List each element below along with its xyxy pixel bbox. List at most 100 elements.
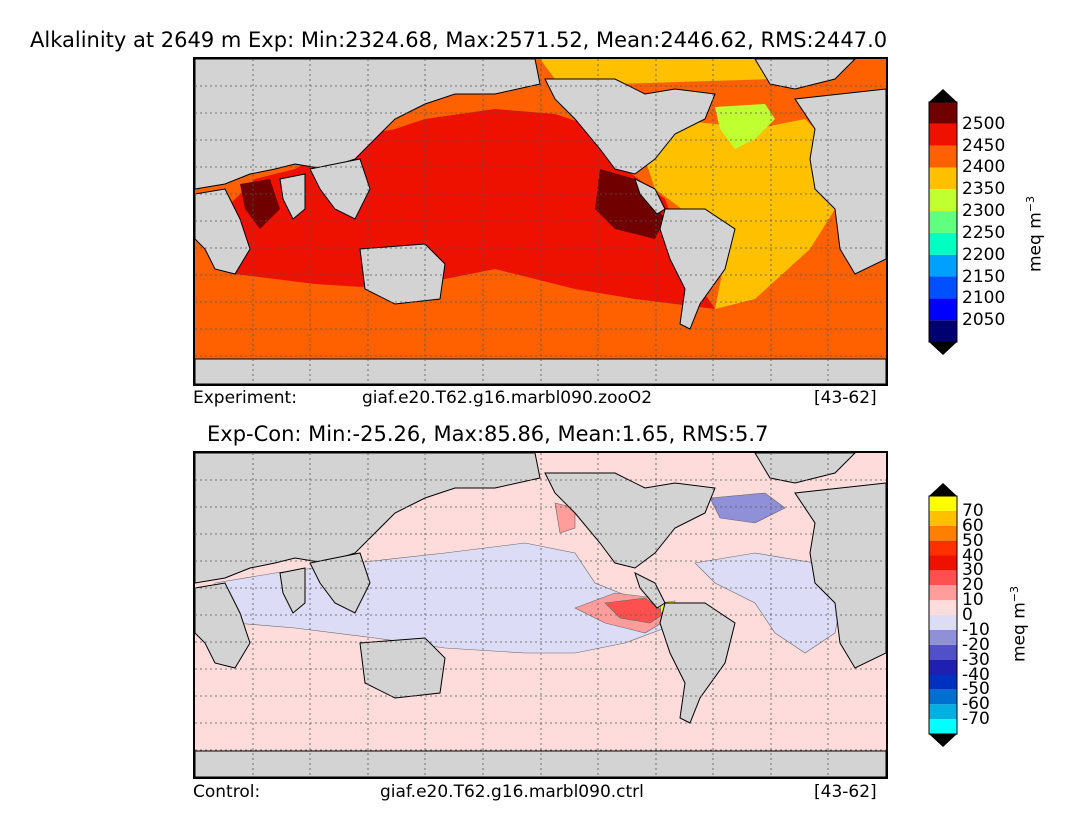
se-asia-landmass (309, 552, 371, 614)
bottom-colorbar-tick-label: -30 (962, 649, 990, 670)
top-map-graticule (195, 59, 886, 384)
top-colorbar-tick-label: 2300 (962, 201, 1006, 222)
bottom-colorbar-swatch (929, 585, 957, 601)
east-pacific-strong-positive (604, 597, 666, 624)
north-america-landmass (544, 472, 716, 569)
bottom-map (193, 451, 888, 779)
top-panel-title: Alkalinity at 2649 m Exp: Min:2324.68, M… (30, 28, 888, 52)
bottom-colorbar-swatch (929, 719, 957, 734)
bottom-colorbar-tick-label: 70 (962, 500, 984, 521)
eurasia-landmass (195, 453, 541, 584)
top-colorbar-under-triangle (929, 342, 957, 355)
bottom-colorbar-swatch (929, 570, 957, 586)
greenland-landmass (754, 59, 856, 90)
india-landmass (279, 173, 306, 220)
arctic-region (540, 59, 795, 84)
bottom-colorbar-tick-label: -10 (962, 619, 990, 640)
top-colorbar-frame (928, 101, 958, 343)
bottom-colorbar-tick-label: 10 (962, 590, 984, 611)
top-colorbar-swatch (929, 167, 957, 190)
top-colorbar-swatch (929, 211, 957, 233)
east-pacific-max (595, 169, 665, 239)
top-colorbar-swatch (929, 232, 957, 255)
bottom-colorbar-swatch (929, 496, 957, 511)
africa-east-landmass (195, 188, 251, 275)
bottom-colorbar-swatch (929, 615, 957, 630)
top-colorbar-swatch (929, 145, 957, 168)
bottom-colorbar-swatch (929, 659, 957, 675)
top-colorbar-tick-label: 2050 (962, 310, 1006, 331)
north-america-landmass (544, 78, 716, 175)
bottom-colorbar-frame (928, 495, 958, 735)
bottom-caption-label: Control: (193, 782, 261, 802)
top-unit-exp: −3 (1024, 196, 1037, 213)
bottom-caption-years: [43-62] (814, 782, 877, 802)
bottom-colorbar-tick-label: 30 (962, 560, 984, 581)
top-caption-case: giaf.e20.T62.g16.marbl090.zooO2 (362, 388, 653, 408)
bottom-colorbar-tick-label: 20 (962, 575, 984, 596)
bottom-colorbar-tick-label: 60 (962, 515, 984, 536)
top-colorbar-tick-label: 2400 (962, 157, 1006, 178)
bottom-map-canvas (195, 453, 886, 777)
europe-africa-west-landmass (794, 88, 886, 275)
bottom-unit-base: meq m (1009, 602, 1030, 662)
top-caption-label: Experiment: (193, 388, 297, 408)
bottom-colorbar (928, 483, 958, 747)
central-america-landmass (634, 572, 666, 609)
bottom-caption-case: giaf.e20.T62.g16.marbl090.ctrl (380, 782, 644, 802)
bottom-colorbar-swatch (929, 540, 957, 556)
bottom-colorbar-tick-label: -50 (962, 679, 990, 700)
bottom-colorbar-swatch (929, 704, 957, 720)
india-landmass (279, 567, 306, 614)
bottom-panel-title: Exp-Con: Min:-25.26, Max:85.86, Mean:1.6… (207, 422, 769, 446)
atlantic-negative-band (694, 552, 846, 654)
bottom-colorbar-swatch (929, 689, 957, 705)
bottom-colorbar-tick-label: -70 (962, 709, 990, 730)
top-colorbar-swatch (929, 298, 957, 321)
bottom-colorbar-swatch (929, 644, 957, 660)
top-colorbar-swatch (929, 102, 957, 124)
bottom-colorbar-swatch (929, 674, 957, 690)
labrador-negative (709, 492, 786, 524)
europe-africa-west-landmass (794, 482, 886, 669)
top-caption-years: [43-62] (814, 388, 877, 408)
central-america-landmass (634, 178, 666, 215)
top-colorbar-tick-label: 2350 (962, 179, 1006, 200)
top-colorbar-swatch (929, 189, 957, 212)
atlantic-region (635, 119, 835, 309)
bottom-colorbar-swatch (929, 510, 957, 526)
top-colorbar-tick-label: 2450 (962, 135, 1006, 156)
top-colorbar-tick-label: 2250 (962, 222, 1006, 243)
se-asia-landmass (309, 158, 371, 220)
arabian-sea-max (240, 179, 280, 229)
bottom-colorbar-swatch (929, 525, 957, 541)
top-colorbar (928, 89, 958, 355)
bottom-colorbar-tick-label: 50 (962, 530, 984, 551)
top-colorbar-tick-label: 2200 (962, 244, 1006, 265)
bottom-colorbar-under-triangle (929, 734, 957, 747)
labrador-sea (715, 104, 775, 149)
top-colorbar-swatch (929, 276, 957, 299)
top-colorbar-over-triangle (929, 89, 957, 102)
bottom-colorbar-unit: meq m−3 (1008, 586, 1030, 662)
bottom-colorbar-tick-label: -40 (962, 664, 990, 685)
bottom-colorbar-tick-label: -60 (962, 694, 990, 715)
africa-east-landmass (195, 582, 251, 669)
top-unit-base: meq m (1025, 212, 1046, 272)
eurasia-landmass (195, 59, 541, 190)
top-colorbar-tick-label: 2100 (962, 288, 1006, 309)
antarctica-landmass (195, 750, 886, 777)
top-colorbar-unit: meq m−3 (1024, 196, 1046, 272)
bottom-colorbar-swatch (929, 629, 957, 645)
bottom-map-graticule (195, 453, 886, 777)
bottom-colorbar-tick-label: 40 (962, 545, 984, 566)
bottom-colorbar-tick-label: 0 (962, 605, 973, 625)
greenland-landmass (754, 453, 856, 484)
bottom-colorbar-swatch (929, 555, 957, 571)
top-colorbar-tick-label: 2150 (962, 266, 1006, 287)
top-colorbar-swatch (929, 123, 957, 146)
bottom-colorbar-over-triangle (929, 483, 957, 496)
top-colorbar-tick-label: 2500 (962, 113, 1006, 134)
bottom-colorbar-tick-label: -20 (962, 634, 990, 655)
bottom-colorbar-swatch (929, 600, 957, 615)
